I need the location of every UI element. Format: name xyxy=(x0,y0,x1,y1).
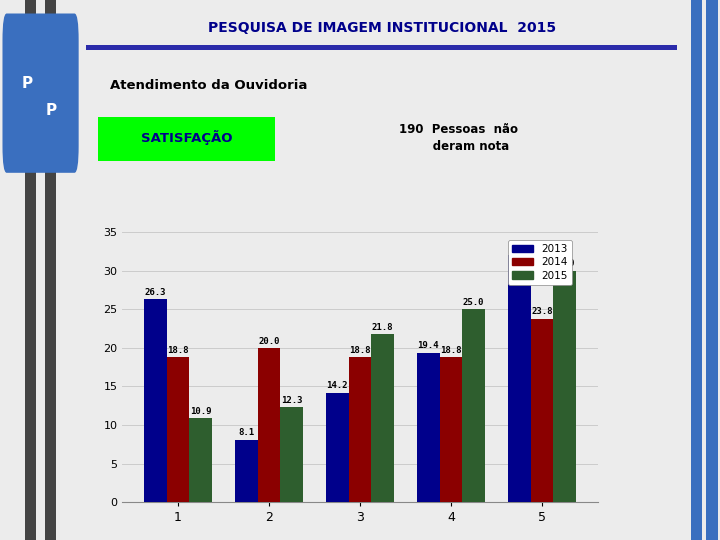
Text: 12.3: 12.3 xyxy=(281,396,302,405)
Bar xyxy=(531,319,553,502)
FancyBboxPatch shape xyxy=(2,14,78,173)
Bar xyxy=(326,393,348,502)
Bar xyxy=(462,309,485,502)
FancyBboxPatch shape xyxy=(98,117,275,161)
Text: P: P xyxy=(46,103,57,118)
Text: 32.0: 32.0 xyxy=(508,244,530,253)
Text: 14.2: 14.2 xyxy=(326,381,348,390)
Bar xyxy=(372,334,394,502)
Text: 26.3: 26.3 xyxy=(145,288,166,297)
Text: P: P xyxy=(22,76,33,91)
Text: 21.8: 21.8 xyxy=(372,323,394,332)
Text: 20.0: 20.0 xyxy=(258,336,280,346)
Text: 190  Pessoas  não
      deram nota: 190 Pessoas não deram nota xyxy=(399,123,518,153)
Bar xyxy=(45,0,56,540)
Bar xyxy=(258,348,280,502)
Bar xyxy=(553,271,576,502)
Bar xyxy=(417,353,440,502)
Text: 18.8: 18.8 xyxy=(167,346,189,355)
Bar xyxy=(189,418,212,502)
Text: 18.8: 18.8 xyxy=(349,346,371,355)
Text: Atendimento da Ouvidoria: Atendimento da Ouvidoria xyxy=(110,79,307,92)
Bar xyxy=(235,440,258,502)
Text: 30.0: 30.0 xyxy=(554,259,575,268)
Bar xyxy=(691,0,702,540)
Text: 19.4: 19.4 xyxy=(418,341,439,350)
Bar xyxy=(348,357,372,502)
Text: SATISFAÇÃO: SATISFAÇÃO xyxy=(141,130,233,145)
Bar xyxy=(440,357,462,502)
Bar xyxy=(167,357,189,502)
Text: 10.9: 10.9 xyxy=(190,407,212,416)
Text: 23.8: 23.8 xyxy=(531,307,553,316)
Bar xyxy=(144,299,167,502)
Bar xyxy=(706,0,718,540)
Text: 25.0: 25.0 xyxy=(463,298,485,307)
Text: 18.8: 18.8 xyxy=(440,346,462,355)
Bar xyxy=(24,0,37,540)
Text: 8.1: 8.1 xyxy=(238,428,254,437)
Bar xyxy=(280,407,303,502)
Text: PESQUISA DE IMAGEM INSTITUCIONAL  2015: PESQUISA DE IMAGEM INSTITUCIONAL 2015 xyxy=(207,21,556,35)
Legend: 2013, 2014, 2015: 2013, 2014, 2015 xyxy=(508,240,572,285)
Bar xyxy=(86,45,677,51)
Bar xyxy=(508,255,531,502)
